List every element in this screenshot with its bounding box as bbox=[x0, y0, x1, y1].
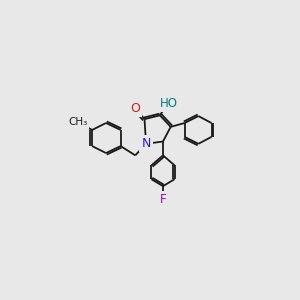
Text: HO: HO bbox=[160, 97, 178, 110]
Text: F: F bbox=[160, 193, 166, 206]
Text: CH₃: CH₃ bbox=[68, 117, 87, 127]
Text: N: N bbox=[141, 137, 151, 150]
Text: O: O bbox=[130, 102, 140, 115]
